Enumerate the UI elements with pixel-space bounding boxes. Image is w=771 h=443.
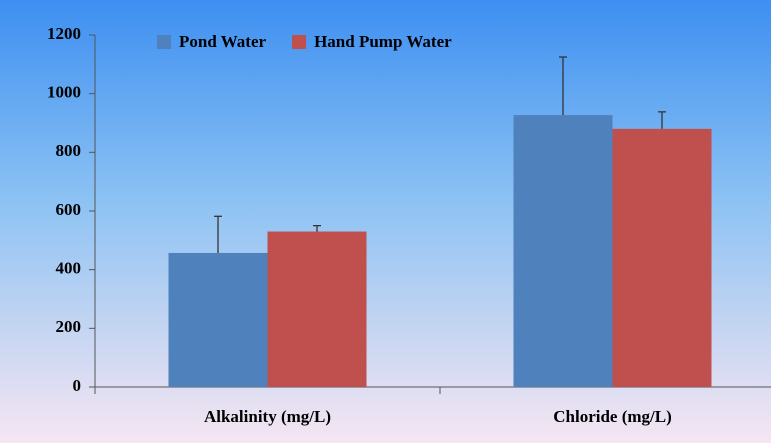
y-tick-label: 400 [56, 259, 82, 278]
y-tick-label: 0 [73, 376, 82, 395]
legend-label: Pond Water [179, 32, 267, 51]
error-bar [214, 215, 222, 253]
y-tick-label: 600 [56, 200, 82, 219]
legend-swatch [292, 35, 307, 49]
bar [267, 231, 367, 387]
bar [513, 115, 613, 387]
bar [168, 252, 268, 387]
error-bar [658, 111, 666, 129]
x-tick-label: Chloride (mg/L) [553, 407, 672, 426]
error-bar [559, 56, 567, 116]
y-tick-label: 1000 [47, 83, 81, 102]
legend-swatch [157, 35, 171, 49]
legend-label: Hand Pump Water [314, 32, 452, 51]
x-tick-label: Alkalinity (mg/L) [204, 407, 331, 426]
error-bar [313, 225, 321, 232]
y-tick-label: 200 [56, 317, 82, 336]
y-tick-label: 800 [56, 141, 82, 160]
y-tick-label: 1200 [47, 24, 81, 43]
bar [612, 128, 712, 387]
